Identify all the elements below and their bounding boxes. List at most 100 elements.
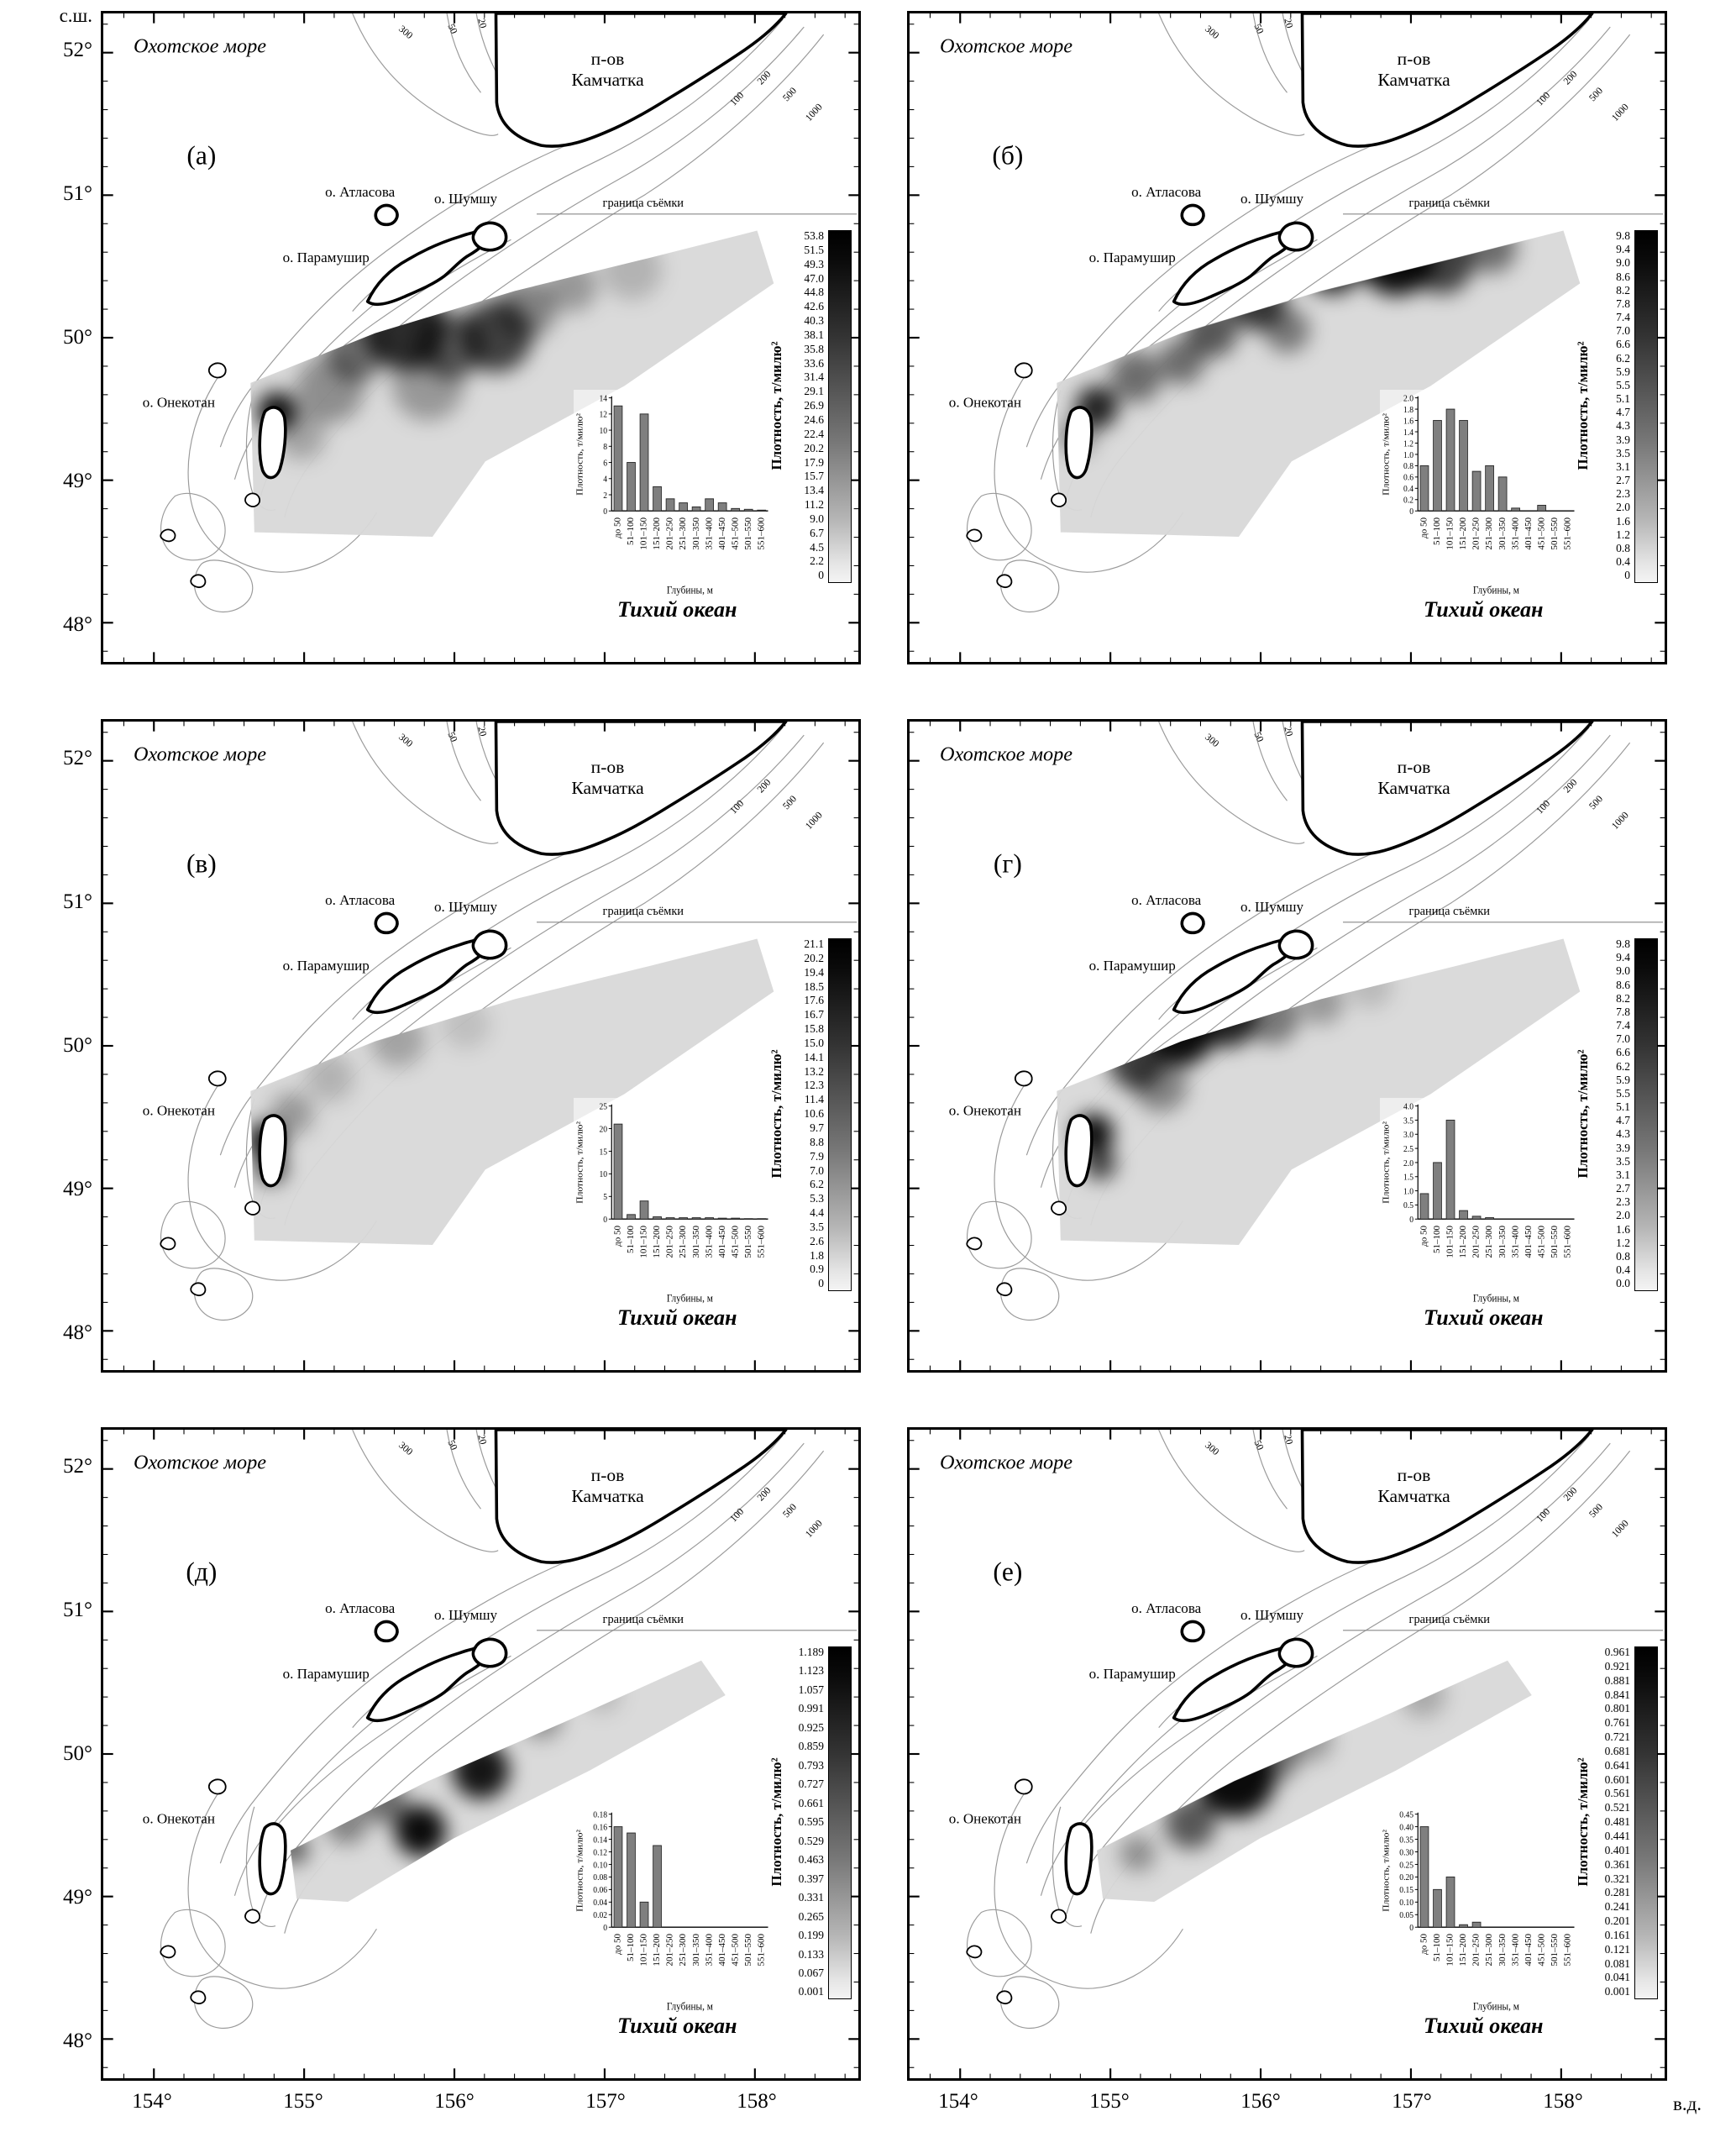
- histogram-bar: [653, 1216, 662, 1220]
- histogram-y-tick: 0: [1409, 1924, 1413, 1934]
- depth-histogram-inset: 0 5 10 15 20 25 до 50 51–100 101–150 151–200 201–2…: [574, 1098, 771, 1308]
- colorbar-tick-label: 5.1: [1616, 392, 1630, 406]
- colorbar-tick-label: 6.2: [810, 1178, 824, 1191]
- colorbar-tick-label: 9.8: [1616, 229, 1630, 242]
- shumshu-island-label: о. Шумшу: [434, 899, 498, 915]
- axis-ticks: [910, 13, 1665, 662]
- histogram-y-tick: 0: [1409, 507, 1413, 517]
- atlasova-island-label: о. Атласова: [325, 892, 396, 908]
- histogram-x-tick: 201–250: [666, 1934, 674, 1967]
- histogram-y-tick: 0.20: [1399, 1873, 1413, 1883]
- contour-label-20: 20: [1282, 17, 1295, 29]
- colorbar-tick-label: 2.0: [1616, 501, 1630, 514]
- histogram-canvas: 0 2 4 6 8 10 12 14 до 50 51–100 101–150 151–200 201–…: [575, 394, 768, 596]
- histogram-y-title: Плотность, т/милю²: [1382, 1121, 1391, 1203]
- histogram-bar: [1459, 1210, 1468, 1220]
- histogram-x-tick: 501–550: [744, 517, 753, 550]
- colorbar-tick-label: 7.4: [1616, 311, 1630, 324]
- sea-label: Охотское море: [134, 743, 266, 766]
- colorbar-title: Плотность, т/милю²: [768, 341, 784, 470]
- histogram-x-tick: до 50: [1420, 1934, 1429, 1955]
- onekotan-island-label: о. Онекотан: [949, 1811, 1021, 1827]
- histogram-x-title: Глубины, м: [1473, 2000, 1519, 2013]
- colorbar-tick-label: 7.0: [1616, 324, 1630, 338]
- histogram-bar: [731, 1217, 741, 1220]
- histogram-x-tick: 551–600: [758, 1226, 766, 1258]
- colorbar-tick-label: 0.641: [1604, 1758, 1630, 1772]
- colorbar-tick-label: 2.3: [1616, 487, 1630, 501]
- histogram-x-tick: 401–450: [718, 1226, 726, 1258]
- colorbar-tick-label: 0.0: [1616, 1277, 1630, 1290]
- colorbar-tick-label: 0.361: [1604, 1857, 1630, 1871]
- colorbar-tick-label: 40.3: [804, 314, 824, 328]
- x-axis-label: 158°: [1543, 2090, 1583, 2113]
- colorbar-tick-label: 0.925: [798, 1720, 824, 1734]
- colorbar-gradient: [1634, 938, 1658, 1291]
- colorbar-tick-label: 15.0: [804, 1036, 824, 1049]
- histogram-x-tick: до 50: [1420, 1226, 1429, 1247]
- histogram-x-tick: 401–450: [1524, 1226, 1533, 1258]
- histogram-y-tick: 3.0: [1403, 1131, 1413, 1141]
- histogram-y-title: Плотность, т/милю²: [575, 1121, 585, 1203]
- onekotan-island-label: о. Онекотан: [949, 1103, 1021, 1119]
- contour-label-100: 100: [1534, 798, 1553, 817]
- colorbar-tick-label: 8.2: [1616, 991, 1630, 1005]
- colorbar-tick-label: 8.8: [810, 1135, 824, 1148]
- histogram-bar: [653, 486, 662, 512]
- colorbar-tick-label: 53.8: [804, 229, 824, 242]
- panel-letter: (г): [994, 849, 1022, 879]
- histogram-x-tick: 201–250: [1472, 1226, 1481, 1258]
- histogram-x-tick: 451–500: [1538, 1934, 1546, 1967]
- histogram-y-tick: 10: [599, 427, 607, 437]
- density-blob: [496, 278, 557, 339]
- histogram-bar: [743, 1218, 753, 1220]
- density-blob: [1110, 351, 1162, 403]
- map-panel-d: Охотское море п-ов Камчатка о. Атласова о. Ш…: [101, 1427, 861, 2081]
- peninsula-label-line1: п-ов: [591, 49, 625, 69]
- histogram-x-title: Глубины, м: [667, 584, 713, 596]
- colorbar-tick-label: 0.859: [798, 1740, 824, 1753]
- histogram-canvas: 0 5 10 15 20 25 до 50 51–100 101–150 151–200 201–2…: [575, 1102, 768, 1304]
- colorbar-tick-label: 0: [818, 569, 824, 582]
- histogram-canvas: 00.20.4 0.60.8 1.01.21.41.61.8 2.0 до 50 51–1…: [1382, 394, 1575, 596]
- histogram-canvas: 0 0.05 0.10 0.15 0.20 0.25 0.30 0.35 0.40 0.45 до …: [1382, 1810, 1575, 2013]
- colorbar-tick-label: 0.595: [798, 1815, 824, 1829]
- colorbar-tick-label: 9.0: [810, 512, 824, 525]
- colorbar-tick-label: 6.6: [1616, 1046, 1630, 1059]
- contour-label-100: 100: [728, 798, 747, 817]
- survey-density-field: [250, 230, 774, 537]
- paramushir-island-label: о. Парамушир: [1089, 249, 1176, 265]
- coastlines: [160, 1430, 788, 2005]
- contour-label-100: 100: [728, 90, 747, 108]
- x-axis-label: 155°: [283, 2090, 323, 2113]
- colorbar-tick-label: 6.7: [810, 526, 824, 539]
- histogram-y-tick: 1.5: [1403, 1173, 1413, 1183]
- atlasova-island-label: о. Атласова: [325, 184, 396, 200]
- histogram-bar: [1433, 1888, 1442, 1928]
- histogram-bar: [1511, 507, 1520, 512]
- atlasova-island-label: о. Атласова: [1131, 1600, 1202, 1616]
- colorbar-tick-label: 6.2: [1616, 351, 1630, 365]
- histogram-x-tick: 501–550: [1550, 517, 1559, 550]
- histogram-bar: [665, 498, 675, 512]
- contour-label-300: 300: [1203, 1440, 1221, 1457]
- colorbar-tick-label: 10.6: [804, 1107, 824, 1121]
- colorbar-tick-label: 9.4: [1616, 951, 1630, 964]
- shumshu-island-label: о. Шумшу: [1240, 899, 1304, 915]
- histogram-x-tick: до 50: [1420, 517, 1429, 538]
- colorbar-tick-label: 4.3: [1616, 419, 1630, 433]
- colorbar-tick-label: 0.001: [798, 1985, 824, 1998]
- density-blob: [361, 1778, 407, 1824]
- histogram-canvas: 0 0.02 0.04 0.06 0.08 0.10 0.12 0.14 0.16 0.18 до …: [575, 1810, 768, 2012]
- colorbar-tick-label: 9.0: [1616, 256, 1630, 270]
- density-blob: [1347, 963, 1393, 1009]
- histogram-x-tick: 451–500: [732, 517, 740, 550]
- histogram-y-tick: 0.4: [1403, 485, 1413, 495]
- histogram-y-title: Плотность, т/милю²: [575, 1829, 585, 1911]
- colorbar-tick-label: 4.3: [1616, 1127, 1630, 1141]
- histogram-x-tick: 251–300: [679, 1934, 688, 1967]
- histogram-y-tick: 14: [599, 394, 607, 404]
- colorbar-ticks: 9.8 9.4 9.0 8.6 8.2 7.8 7.4 7.0 6.6 6.2 5.9 5.5 5.1 4…: [1597, 938, 1630, 1289]
